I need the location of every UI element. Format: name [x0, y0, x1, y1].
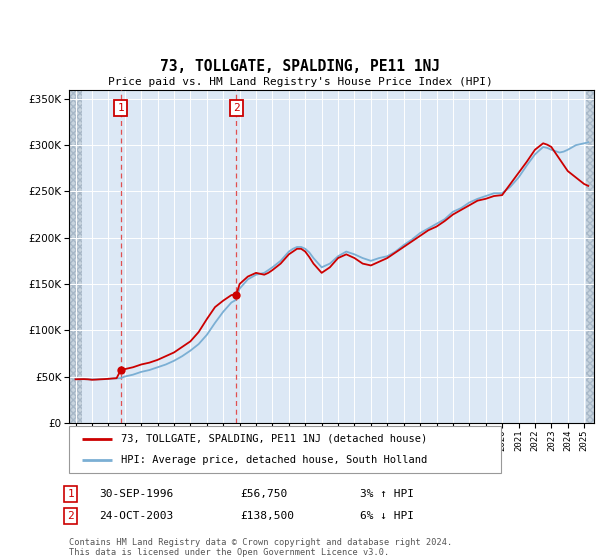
Text: 6% ↓ HPI: 6% ↓ HPI — [360, 511, 414, 521]
Text: 1: 1 — [67, 489, 74, 499]
Text: 24-OCT-2003: 24-OCT-2003 — [99, 511, 173, 521]
Text: 1: 1 — [118, 103, 124, 113]
Text: HPI: Average price, detached house, South Holland: HPI: Average price, detached house, Sout… — [121, 455, 427, 465]
Text: £138,500: £138,500 — [240, 511, 294, 521]
Text: Price paid vs. HM Land Registry's House Price Index (HPI): Price paid vs. HM Land Registry's House … — [107, 77, 493, 87]
Bar — [69, 90, 82, 423]
FancyBboxPatch shape — [69, 426, 501, 473]
Text: 73, TOLLGATE, SPALDING, PE11 1NJ: 73, TOLLGATE, SPALDING, PE11 1NJ — [160, 59, 440, 74]
Text: 30-SEP-1996: 30-SEP-1996 — [99, 489, 173, 499]
Text: £56,750: £56,750 — [240, 489, 287, 499]
Text: 3% ↑ HPI: 3% ↑ HPI — [360, 489, 414, 499]
Bar — [586, 90, 594, 423]
Text: 73, TOLLGATE, SPALDING, PE11 1NJ (detached house): 73, TOLLGATE, SPALDING, PE11 1NJ (detach… — [121, 434, 427, 444]
Text: 2: 2 — [67, 511, 74, 521]
Text: 2: 2 — [233, 103, 240, 113]
Text: Contains HM Land Registry data © Crown copyright and database right 2024.
This d: Contains HM Land Registry data © Crown c… — [69, 538, 452, 557]
